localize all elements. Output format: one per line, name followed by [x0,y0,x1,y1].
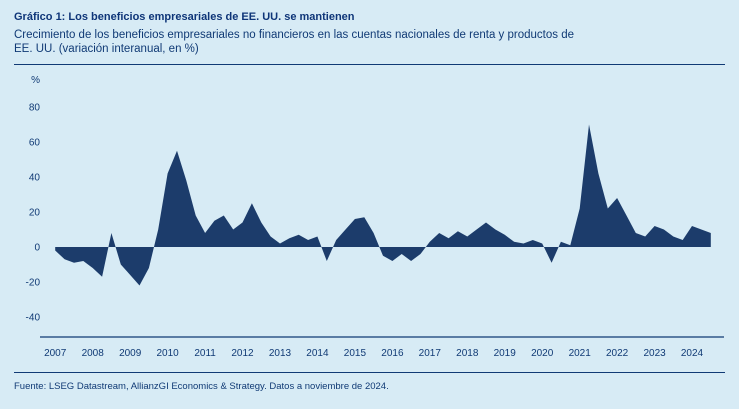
chart-area: 80 60 40 20 0 -20 -40% 2007 2008 2009 2010 2011 2012… [14,69,725,370]
x-axis-tick-label: 2009 [119,348,142,359]
x-axis-tick-label: 2024 [681,348,704,359]
x-axis-tick-label: 2016 [381,348,404,359]
x-axis-tick-label: 2013 [269,348,292,359]
x-axis-tick-label: 2012 [231,348,254,359]
x-axis-tick-label: 2020 [531,348,554,359]
chart-subtitle: Crecimiento de los beneficios empresaria… [14,28,725,57]
x-axis-tick-label: 2018 [456,348,479,359]
y-axis-unit-label: % [31,75,40,86]
x-axis-tick-label: 2007 [44,348,67,359]
profit-growth-area-chart: 80 60 40 20 0 -20 -40% 2007 2008 2009 2010 2011 2012… [26,75,724,359]
y-axis-tick-label: -40 [26,312,41,323]
x-axis-tick-label: 2015 [344,348,367,359]
x-axis-tick-label: 2017 [419,348,442,359]
x-axis-tick-label: 2021 [569,348,592,359]
y-axis-tick-label: 20 [29,207,41,218]
x-axis-tick-label: 2023 [643,348,666,359]
x-axis-tick-label: 2008 [82,348,105,359]
y-axis-tick-label: 0 [34,242,40,253]
x-axis-tick-label: 2019 [494,348,517,359]
y-axis-tick-label: 40 [29,172,41,183]
chart-subtitle-line1: Crecimiento de los beneficios empresaria… [14,28,574,41]
bottom-divider [14,371,725,373]
y-axis-tick-label: 60 [29,137,41,148]
source-note: Fuente: LSEG Datastream, AllianzGI Econo… [14,380,389,392]
top-divider [14,63,725,65]
x-axis-tick-label: 2014 [306,348,329,359]
profit-growth-series-area [55,124,711,285]
x-axis-tick-label: 2011 [194,348,216,359]
x-axis-tick-label: 2010 [156,348,179,359]
y-axis-tick-label: 80 [29,102,41,113]
chart-subtitle-line2: EE. UU. (variación interanual, en %) [14,43,199,56]
y-axis-tick-label: -20 [26,277,41,288]
x-axis-tick-label: 2022 [606,348,629,359]
chart-title: Gráfico 1: Los beneficios empresariales … [14,11,355,23]
